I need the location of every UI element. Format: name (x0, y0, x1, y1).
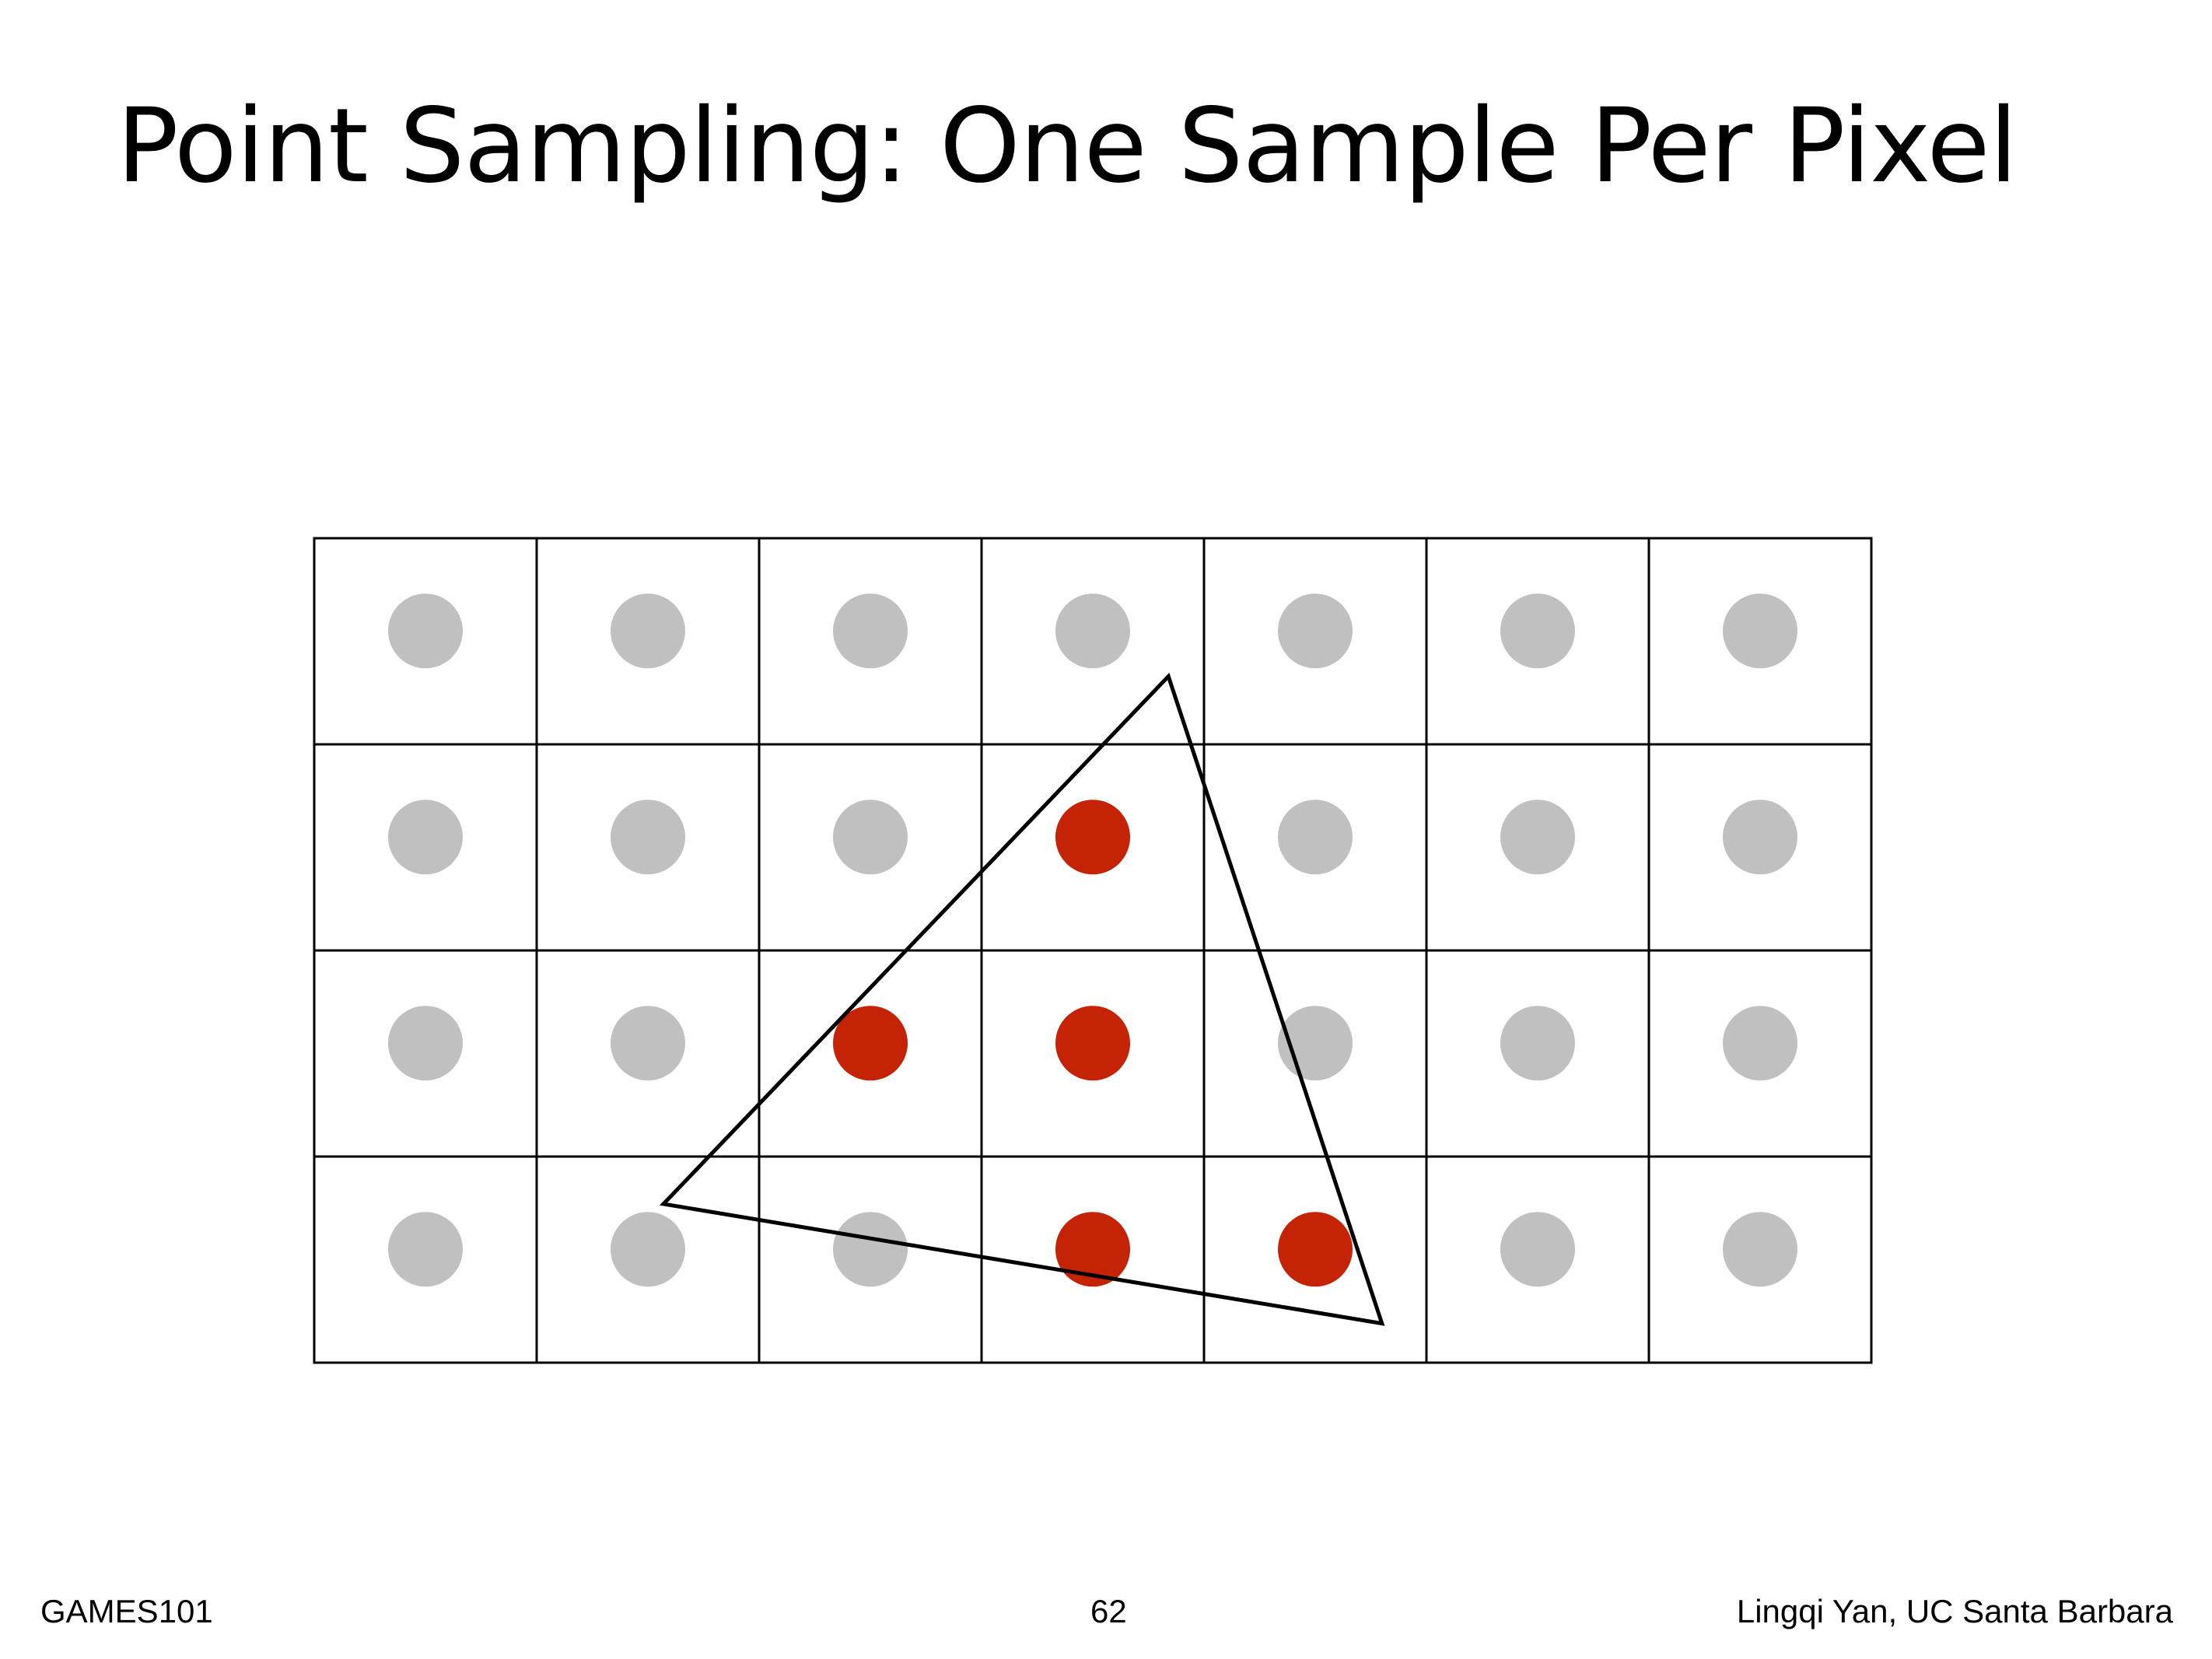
sample-dot-outside (1723, 800, 1797, 875)
sample-dot-outside (1278, 800, 1353, 875)
sample-dot-outside (1278, 593, 1353, 669)
sample-dot-outside (388, 593, 463, 669)
sample-dot-outside (611, 593, 685, 669)
sample-dot-outside (611, 1006, 685, 1081)
sample-dot-outside (833, 800, 908, 875)
sample-dot-outside (1723, 1006, 1797, 1081)
sample-dot-inside (833, 1006, 908, 1081)
triangle-outline (659, 672, 1385, 1326)
sample-dot-outside (388, 1006, 463, 1081)
sample-dot-outside (1500, 800, 1575, 875)
sample-dot-outside (611, 1212, 685, 1287)
footer-author: Lingqi Yan, UC Santa Barbara (1736, 1593, 2173, 1629)
sample-dot-inside (1055, 1006, 1130, 1081)
sample-dot-outside (1723, 593, 1797, 669)
pixel-grid (313, 537, 1873, 1364)
sample-dot-outside (611, 800, 685, 875)
sample-dot-inside (1055, 1212, 1130, 1287)
sample-dot-outside (1723, 1212, 1797, 1287)
sample-dot-inside (1278, 1212, 1353, 1287)
sample-dot-outside (1500, 1006, 1575, 1081)
sample-points (388, 593, 1797, 1287)
triangle-layer (659, 672, 1385, 1326)
sample-dot-outside (388, 1212, 463, 1287)
sample-dot-outside (833, 593, 908, 669)
sample-dot-inside (1055, 800, 1130, 875)
page-number: 62 (1090, 1593, 1127, 1629)
sample-dot-outside (388, 800, 463, 875)
sample-dot-outside (1500, 1212, 1575, 1287)
footer-course: GAMES101 (40, 1593, 213, 1629)
pixel-cell (1647, 1155, 1873, 1364)
sample-dot-outside (1055, 593, 1130, 669)
sample-dot-outside (1500, 593, 1575, 669)
sample-dot-outside (833, 1212, 908, 1287)
slide-title: Point Sampling: One Sample Per Pixel (117, 86, 2018, 206)
